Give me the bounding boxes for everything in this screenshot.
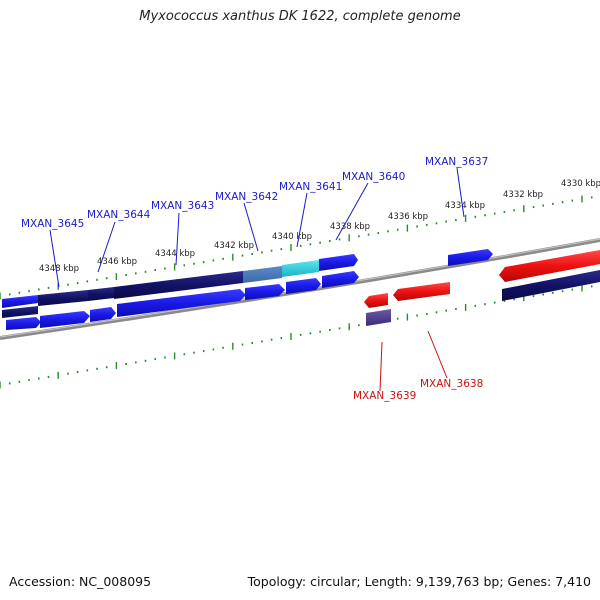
accession-text: Accession: NC_008095 [9, 574, 152, 589]
reverse-genes [364, 250, 600, 326]
gene-feature[interactable] [38, 290, 88, 306]
gene-label[interactable]: MXAN_3638 [420, 378, 483, 390]
gene-feature[interactable] [90, 307, 116, 322]
gene-feature[interactable] [364, 293, 388, 308]
gene-feature[interactable] [286, 278, 321, 294]
gene-label[interactable]: MXAN_3644 [87, 209, 151, 221]
gene-label[interactable]: MXAN_3645 [21, 218, 84, 230]
label-leaders [49, 167, 465, 392]
scale-label: 4348 kbp [39, 264, 79, 274]
forward-genes-row1 [2, 249, 493, 308]
gene-label[interactable]: MXAN_3642 [215, 191, 278, 203]
gene-feature[interactable] [117, 289, 246, 317]
gene-label[interactable]: MXAN_3641 [279, 181, 342, 193]
gene-feature[interactable] [2, 306, 38, 318]
gene-feature[interactable] [393, 282, 450, 301]
gene-label[interactable]: MXAN_3639 [353, 390, 416, 402]
gene-feature[interactable] [88, 287, 114, 301]
gene-feature[interactable] [282, 260, 319, 277]
gene-feature[interactable] [114, 271, 243, 299]
gene-labels: MXAN_3645 MXAN_3644 MXAN_3643 MXAN_3642 … [21, 156, 488, 402]
gene-label[interactable]: MXAN_3637 [425, 156, 488, 168]
gene-feature[interactable] [502, 270, 600, 301]
genome-summary-text: Topology: circular; Length: 9,139,763 bp… [247, 574, 591, 589]
gene-feature[interactable] [245, 284, 285, 300]
gene-label[interactable]: MXAN_3640 [342, 171, 405, 183]
gene-feature[interactable] [319, 254, 358, 271]
forward-genes-row2 [2, 270, 600, 330]
gene-feature[interactable] [499, 250, 600, 282]
scale-label: 4330 kbp [561, 179, 600, 189]
scale-label: 4342 kbp [214, 241, 254, 251]
gene-feature[interactable] [366, 309, 391, 326]
gene-feature[interactable] [448, 249, 493, 266]
upper-tick-ruler [0, 195, 593, 300]
scale-labels: 4348 kbp 4346 kbp 4344 kbp 4342 kbp 4340… [39, 179, 600, 274]
scale-label: 4334 kbp [445, 201, 485, 211]
scale-label: 4346 kbp [97, 257, 137, 267]
scale-label: 4338 kbp [330, 222, 370, 232]
gene-feature[interactable] [40, 311, 90, 328]
gene-feature[interactable] [243, 266, 282, 283]
gene-feature[interactable] [2, 295, 38, 308]
gene-label[interactable]: MXAN_3643 [151, 200, 214, 212]
scale-label: 4344 kbp [155, 249, 195, 259]
gene-feature[interactable] [322, 271, 359, 288]
genome-title: Myxococcus xanthus DK 1622, complete gen… [139, 9, 461, 24]
scale-label: 4332 kbp [503, 190, 543, 200]
scale-label: 4336 kbp [388, 212, 428, 222]
scale-label: 4340 kbp [272, 232, 312, 242]
gene-feature[interactable] [6, 317, 41, 330]
